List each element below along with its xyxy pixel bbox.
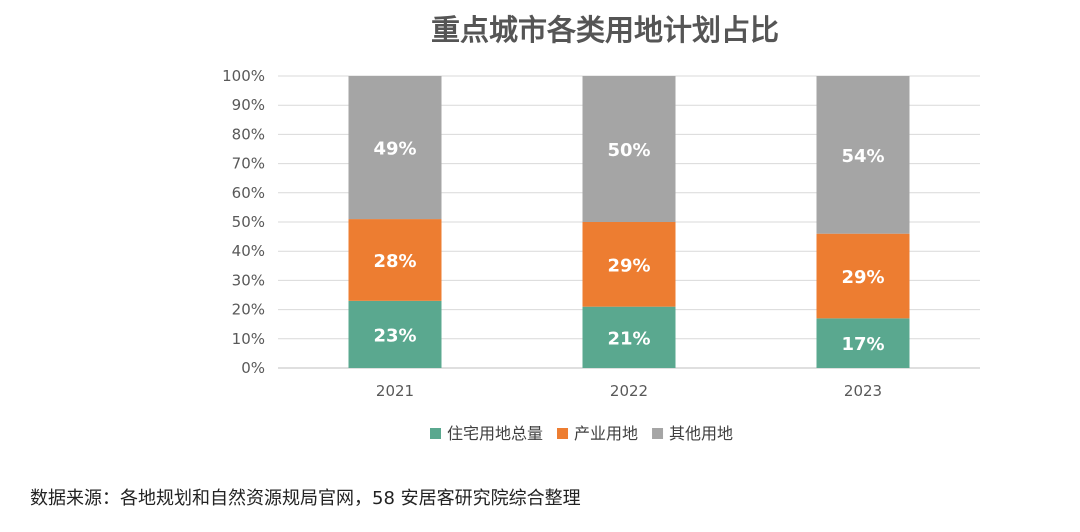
legend: 住宅用地总量 产业用地 其他用地 — [430, 424, 733, 443]
data-label: 50% — [607, 140, 650, 161]
y-tick-label: 60% — [232, 184, 265, 202]
y-tick-label: 90% — [232, 96, 265, 114]
y-tick-label: 10% — [232, 330, 265, 348]
y-tick-label: 20% — [232, 301, 265, 319]
bar-segment — [816, 233, 910, 319]
bar-segment — [816, 76, 910, 234]
y-tick-label: 100% — [222, 67, 265, 85]
legend-item: 住宅用地总量 — [447, 424, 543, 443]
x-axis: 2021 2022 2023 — [376, 382, 882, 400]
y-tick-label: 70% — [232, 155, 265, 173]
bar-segment — [582, 222, 676, 307]
y-axis: 0% 10% 20% 30% 40% 50% 60% 70% 80% 90% 100% — [222, 67, 265, 377]
y-tick-label: 40% — [232, 242, 265, 260]
data-label: 29% — [841, 267, 884, 288]
bar-segment — [348, 219, 442, 301]
bar-segment — [348, 300, 442, 368]
data-label: 29% — [607, 255, 650, 276]
bar-segment — [816, 318, 910, 368]
data-label: 17% — [841, 334, 884, 355]
data-label: 49% — [373, 139, 416, 160]
legend-item: 产业用地 — [574, 424, 638, 443]
chart-title: 重点城市各类用地计划占比 — [431, 13, 779, 47]
x-tick-label: 2023 — [844, 382, 882, 400]
data-label: 21% — [607, 328, 650, 349]
bar-segment — [348, 76, 442, 220]
source-note: 数据来源：各地规划和自然资源规局官网，58 安居客研究院综合整理 — [30, 488, 581, 509]
y-tick-label: 80% — [232, 125, 265, 143]
y-tick-label: 30% — [232, 271, 265, 289]
data-labels: 23% 28% 49% 21% 29% 50% 17% 29% 54% — [373, 139, 884, 356]
legend-swatch — [430, 428, 441, 439]
data-label: 28% — [373, 251, 416, 272]
bar-segment — [582, 76, 676, 222]
x-tick-label: 2022 — [610, 382, 648, 400]
data-label: 54% — [841, 146, 884, 167]
y-tick-label: 50% — [232, 213, 265, 231]
legend-swatch — [652, 428, 664, 439]
legend-swatch — [557, 428, 569, 439]
y-tick-label: 0% — [241, 359, 265, 377]
bars — [348, 76, 910, 368]
data-label: 23% — [373, 325, 416, 346]
x-tick-label: 2021 — [376, 382, 414, 400]
legend-item: 其他用地 — [669, 424, 733, 443]
bar-segment — [582, 306, 676, 368]
